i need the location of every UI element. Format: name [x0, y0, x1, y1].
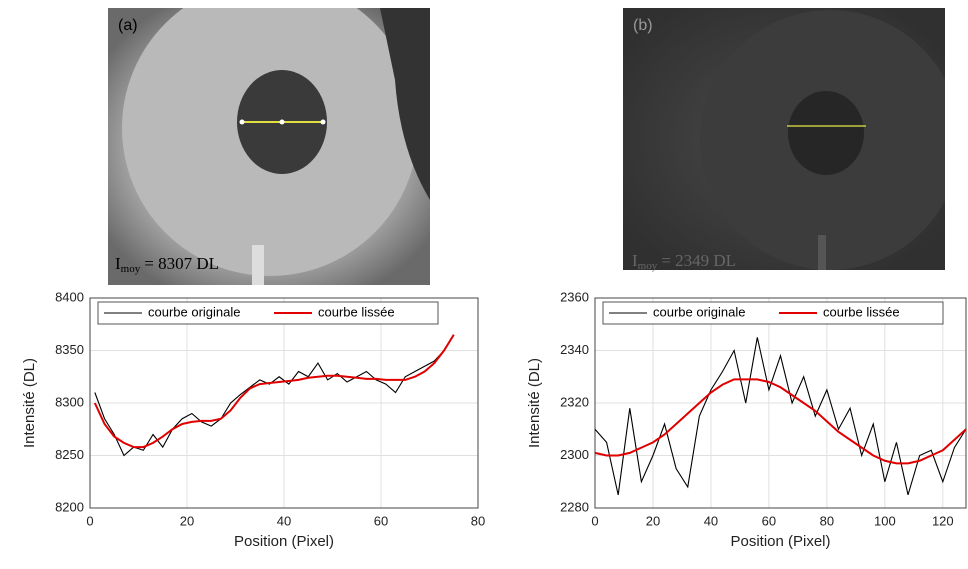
y-tick-label: 8250 — [55, 447, 84, 462]
x-tick-label: 0 — [86, 513, 93, 528]
y-axis-label: Intensité (DL) — [526, 358, 543, 448]
series-line — [594, 378, 967, 465]
y-axis-label: Intensité (DL) — [21, 358, 38, 448]
series-line — [94, 334, 455, 457]
series-line — [594, 337, 967, 496]
y-tick-label: 2360 — [560, 289, 589, 304]
panel-label: (a) — [118, 17, 138, 34]
x-tick-label: 80 — [820, 513, 834, 528]
x-tick-label: 80 — [471, 513, 485, 528]
y-tick-label: 2300 — [560, 447, 589, 462]
x-tick-label: 40 — [277, 513, 291, 528]
x-tick-label: 60 — [374, 513, 388, 528]
x-tick-label: 120 — [932, 513, 954, 528]
legend-box — [97, 301, 439, 325]
legend-label: courbe lissée — [823, 304, 900, 319]
y-tick-label: 2280 — [560, 499, 589, 514]
y-tick-label: 8200 — [55, 499, 84, 514]
legend-box — [602, 301, 944, 325]
x-axis-label: Position (Pixel) — [730, 533, 830, 550]
x-tick-label: 60 — [762, 513, 776, 528]
x-tick-label: 40 — [704, 513, 718, 528]
image-annotation: Imoy = 8307 DL — [115, 254, 219, 275]
legend-label: courbe originale — [653, 304, 746, 319]
x-tick-label: 20 — [646, 513, 660, 528]
x-axis-label: Position (Pixel) — [234, 533, 334, 550]
image-a — [108, 8, 430, 285]
axes-frame — [89, 297, 479, 509]
y-tick-label: 8400 — [55, 289, 84, 304]
y-tick-label: 8350 — [55, 342, 84, 357]
legend-label: courbe lissée — [318, 304, 395, 319]
y-tick-label: 2340 — [560, 342, 589, 357]
panel-label: (b) — [633, 17, 653, 34]
image-annotation: Imoy = 2349 DL — [632, 251, 736, 272]
image-b — [623, 8, 945, 270]
x-tick-label: 20 — [180, 513, 194, 528]
legend-label: courbe originale — [148, 304, 241, 319]
axes-frame — [594, 297, 967, 509]
series-line — [93, 334, 455, 449]
x-tick-label: 0 — [591, 513, 598, 528]
y-tick-label: 2320 — [560, 394, 589, 409]
x-tick-label: 100 — [874, 513, 896, 528]
y-tick-label: 8300 — [55, 394, 84, 409]
